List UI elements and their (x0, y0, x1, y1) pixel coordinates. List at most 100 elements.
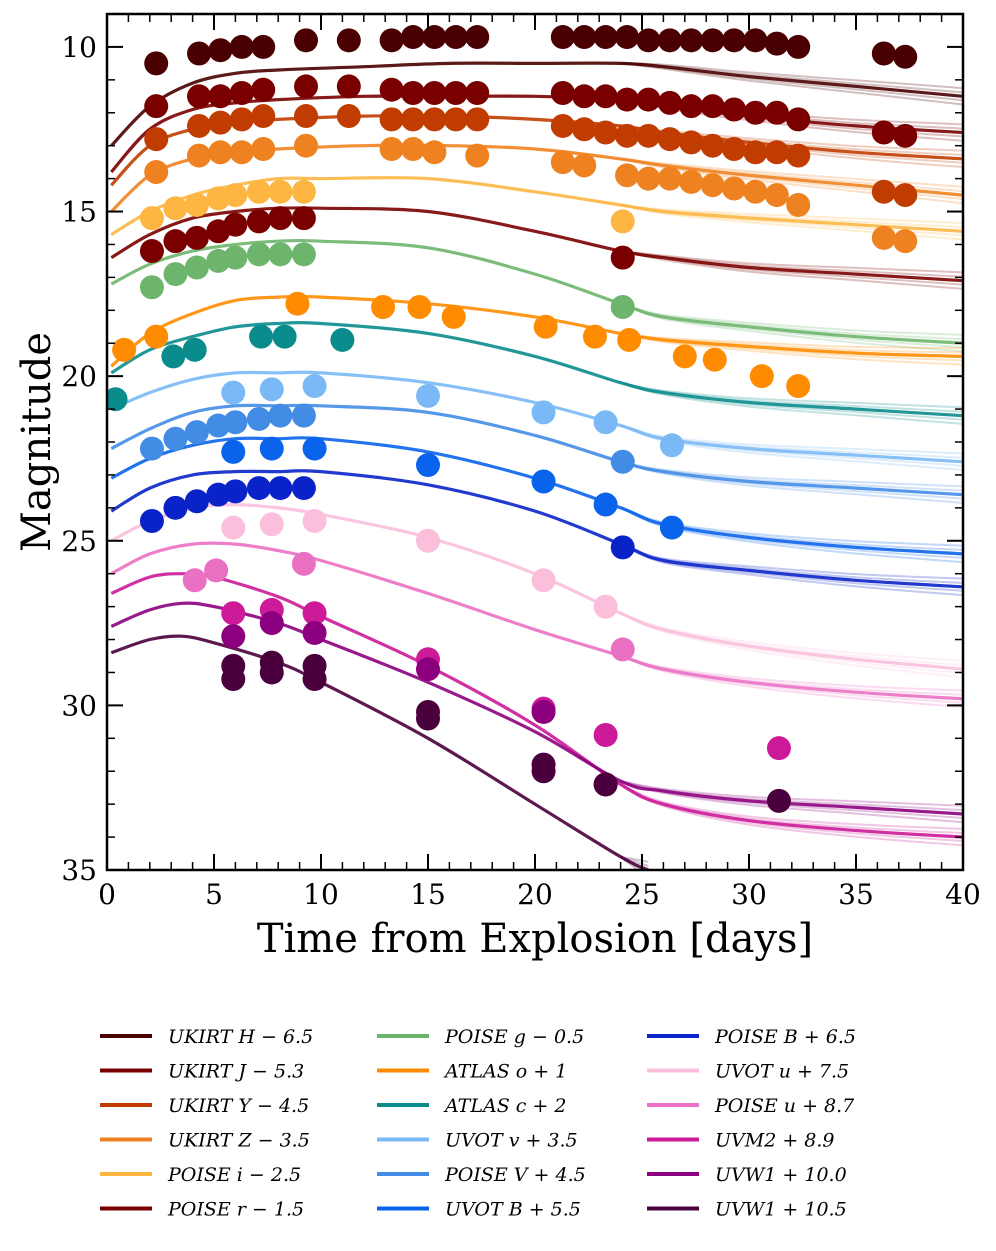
data-point (465, 107, 490, 132)
data-point (112, 337, 137, 362)
data-point (871, 120, 896, 145)
data-point (533, 314, 558, 339)
data-point (291, 179, 316, 204)
model-spread-line (620, 424, 963, 455)
data-point (294, 74, 319, 99)
data-point (764, 100, 789, 125)
data-point (422, 107, 447, 132)
data-point (722, 97, 747, 122)
x-tick-label: 40 (945, 878, 981, 911)
y-tick-label: 10 (61, 31, 97, 64)
data-point (657, 166, 682, 191)
data-point (700, 173, 725, 198)
data-point (572, 25, 597, 50)
data-point (302, 436, 327, 461)
data-point (422, 81, 447, 106)
data-point (893, 123, 918, 148)
data-point (550, 113, 575, 138)
data-point (679, 169, 704, 194)
model-line (110, 541, 963, 701)
data-point (416, 657, 440, 682)
data-point (786, 374, 811, 399)
data-point (893, 229, 918, 254)
model-line (110, 61, 963, 147)
legend-label: POISE B + 6.5 (714, 1026, 856, 1048)
model-spread-line (620, 543, 963, 597)
data-point (259, 611, 284, 636)
data-point (416, 453, 440, 478)
model-line (110, 436, 963, 556)
model-spread-line (620, 780, 963, 807)
data-point (163, 262, 188, 287)
data-point (700, 94, 725, 119)
data-point (139, 436, 164, 461)
data-point (702, 347, 727, 372)
legend-label: POISE g − 0.5 (444, 1026, 584, 1048)
data-point (593, 492, 618, 517)
model-spread-line (620, 157, 963, 188)
data-point (246, 406, 271, 431)
data-point (893, 183, 918, 208)
data-point (221, 667, 246, 692)
data-point (572, 153, 597, 178)
axis-ticks: 0 5 10 15 20 25 30 35 40 10 15 20 25 30 35 (61, 13, 981, 911)
data-point (679, 28, 704, 53)
data-point (722, 28, 747, 53)
model-line (110, 403, 963, 497)
data-point (182, 337, 207, 362)
data-point (246, 476, 271, 501)
model-spread-line (620, 506, 963, 547)
data-point (679, 130, 704, 155)
data-point (268, 206, 293, 231)
legend: UKIRT H − 6.5 UKIRT J − 5.3 UKIRT Y − 4.5 U… (100, 1026, 856, 1221)
data-point (187, 41, 212, 66)
data-point (582, 324, 607, 349)
legend-label: ATLAS o + 1 (443, 1061, 567, 1083)
data-point (401, 136, 426, 161)
data-point (184, 420, 209, 445)
model-spread-line (620, 302, 963, 336)
data-point (371, 295, 396, 320)
model-spread-line (620, 612, 963, 662)
data-point (291, 206, 316, 231)
data-point (593, 410, 618, 435)
model-line (110, 294, 963, 368)
data-point (749, 364, 774, 389)
legend-label: UKIRT Y − 4.5 (168, 1095, 309, 1117)
legend-label: POISE r − 1.5 (167, 1199, 304, 1221)
data-point (144, 51, 169, 76)
data-point (251, 104, 276, 129)
data-point (593, 120, 618, 145)
data-point (615, 123, 640, 148)
data-point (379, 77, 404, 102)
data-point (336, 28, 361, 53)
model-spread-line (620, 460, 963, 504)
data-point (657, 28, 682, 53)
data-point (871, 41, 896, 66)
data-point (871, 225, 896, 250)
data-point (743, 28, 768, 53)
data-point (679, 94, 704, 119)
data-point (161, 344, 186, 369)
data-point (187, 113, 212, 138)
x-tick-label: 0 (98, 878, 116, 911)
legend-label: UVOT u + 7.5 (715, 1061, 849, 1083)
x-tick-label: 10 (303, 878, 339, 911)
data-point (572, 117, 597, 142)
data-point (657, 127, 682, 152)
model-spread-line (620, 332, 963, 366)
data-point (786, 107, 811, 132)
data-point (291, 403, 316, 428)
legend-label: UVM2 + 8.9 (715, 1130, 835, 1152)
data-point (208, 140, 233, 165)
data-point (407, 295, 432, 320)
data-point (893, 44, 918, 69)
data-point (700, 28, 725, 53)
data-point (259, 512, 284, 537)
data-point (610, 449, 635, 474)
legend-label: UVOT v + 3.5 (445, 1130, 578, 1152)
model-spread-line (620, 302, 963, 353)
data-point (441, 304, 466, 329)
data-point (163, 495, 188, 520)
